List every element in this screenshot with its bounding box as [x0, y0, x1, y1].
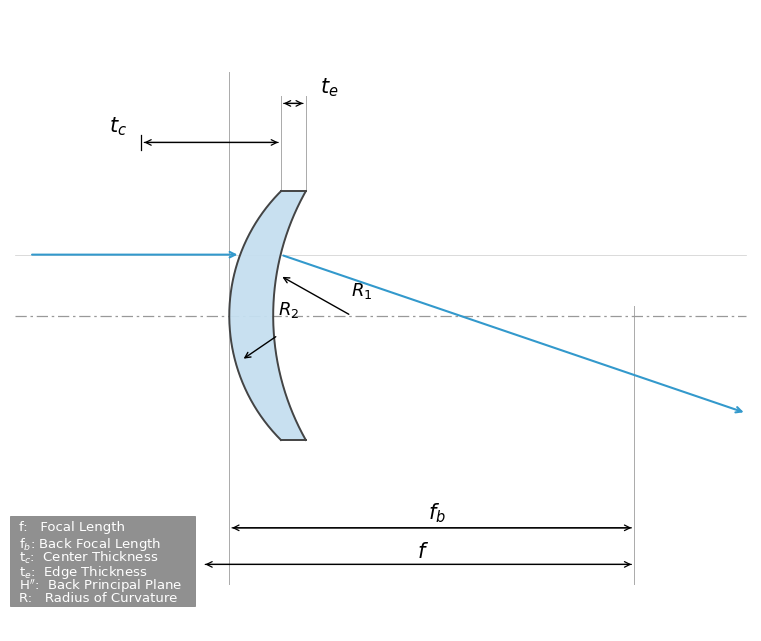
FancyBboxPatch shape	[10, 515, 195, 606]
Text: $R_1$: $R_1$	[352, 281, 373, 301]
Polygon shape	[229, 191, 306, 440]
Text: H$^{\prime\prime}$:  Back Principal Plane: H$^{\prime\prime}$: Back Principal Plane	[18, 578, 182, 595]
Text: f$_b$: Back Focal Length: f$_b$: Back Focal Length	[18, 536, 161, 553]
Text: t$_c$:  Center Thickness: t$_c$: Center Thickness	[18, 550, 158, 566]
Text: f:   Focal Length: f: Focal Length	[18, 522, 125, 535]
Text: $t_e$: $t_e$	[320, 76, 339, 99]
Text: $f$: $f$	[417, 542, 429, 562]
Text: t$_e$:  Edge Thickness: t$_e$: Edge Thickness	[18, 564, 147, 581]
Text: $R_2$: $R_2$	[278, 301, 299, 320]
Text: R:   Radius of Curvature: R: Radius of Curvature	[18, 592, 177, 605]
Text: $f_b$: $f_b$	[428, 502, 445, 526]
Text: $t_c$: $t_c$	[109, 115, 127, 138]
